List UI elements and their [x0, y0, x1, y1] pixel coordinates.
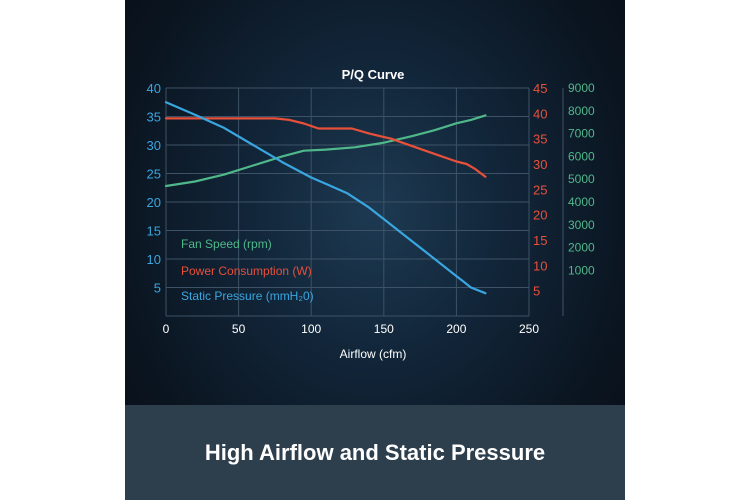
x-tick-label: 100: [301, 322, 321, 336]
left-tick-label: 40: [147, 81, 161, 96]
legend-power-consumption: Power Consumption (W): [181, 264, 312, 278]
x-tick-label: 200: [446, 322, 466, 336]
chart-panel: P/Q Curve 0 50 100 150 200 250 5 10 15 20 25 30 35 40…: [125, 0, 625, 500]
series-lines: [164, 101, 487, 295]
left-tick-label: 15: [147, 224, 161, 239]
right-tick-label-power: 5: [533, 284, 540, 299]
x-tick-label: 50: [232, 322, 246, 336]
right-tick-label-speed: 5000: [568, 172, 595, 186]
x-axis-label: Airflow (cfm): [340, 347, 407, 361]
legend-fan-speed: Fan Speed (rpm): [181, 237, 272, 251]
x-tick-label: 0: [163, 322, 170, 336]
tick-labels: 0 50 100 150 200 250 5 10 15 20 25 30 35 40 5 10 15 20 25 3…: [147, 81, 595, 336]
right-tick-label-speed: 4000: [568, 195, 595, 209]
right-tick-label-power: 45: [533, 81, 547, 96]
right-tick-label-speed: 3000: [568, 218, 595, 232]
left-tick-label: 20: [147, 195, 161, 210]
right-tick-label-power: 15: [533, 233, 547, 248]
right-tick-label-power: 10: [533, 258, 547, 273]
right-tick-label-speed: 6000: [568, 149, 595, 163]
static-pressure-line: [164, 101, 487, 295]
x-tick-label: 250: [519, 322, 539, 336]
banner-text: High Airflow and Static Pressure: [204, 439, 546, 465]
legend-static-pressure: Static Pressure (mmH₂0): [181, 289, 314, 303]
x-tick-label: 150: [374, 322, 394, 336]
right-tick-label-power: 40: [533, 106, 547, 121]
left-tick-label: 10: [147, 252, 161, 267]
right-tick-label-speed: 1000: [568, 263, 595, 277]
fan-speed-line: [164, 114, 487, 188]
grid-lines: [165, 87, 530, 317]
right-tick-label-power: 25: [533, 182, 547, 197]
left-tick-label: 25: [147, 167, 161, 182]
banner: High Airflow and Static Pressure: [125, 405, 625, 500]
left-tick-label: 35: [147, 110, 161, 125]
right-tick-label-speed: 7000: [568, 127, 595, 141]
right-tick-label-power: 20: [533, 208, 547, 223]
right-tick-label-power: 30: [533, 157, 547, 172]
pq-curve-chart: P/Q Curve 0 50 100 150 200 250 5 10 15 20 25 30 35 40…: [147, 67, 595, 361]
legend: Fan Speed (rpm) Power Consumption (W) Stat…: [181, 237, 314, 303]
left-tick-label: 30: [147, 138, 161, 153]
left-tick-label: 5: [154, 281, 161, 296]
right-tick-label-speed: 8000: [568, 104, 595, 118]
chart-title: P/Q Curve: [342, 67, 405, 82]
right-tick-label-speed: 9000: [568, 81, 595, 95]
right-tick-label-speed: 2000: [568, 241, 595, 255]
right-tick-label-power: 35: [533, 132, 547, 147]
power-consumption-line: [164, 117, 487, 178]
